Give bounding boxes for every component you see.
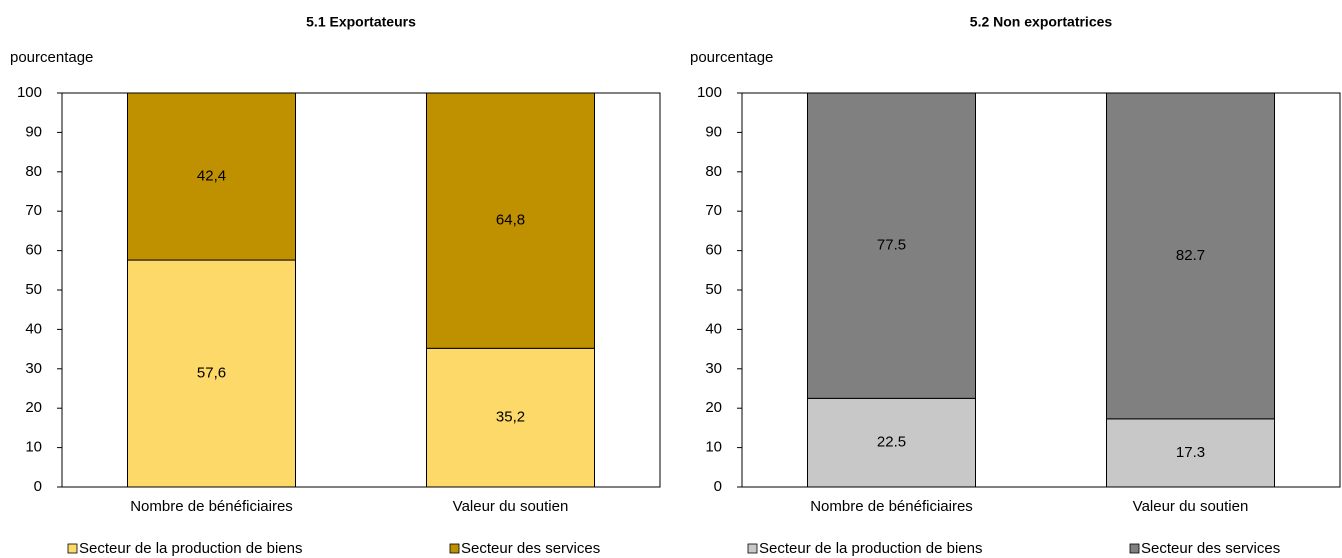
chart-title: 5.2 Non exportatrices [970,14,1113,30]
data-label: 35,2 [496,409,525,426]
data-label: 17.3 [1176,444,1205,461]
y-tick-label: 70 [25,202,42,219]
y-tick-label: 70 [705,202,722,219]
y-axis-label: pourcentage [690,49,773,66]
y-tick-label: 20 [705,399,722,416]
y-tick-label: 90 [25,123,42,140]
y-tick-label: 100 [17,84,42,101]
bar [426,347,595,488]
data-label: 42,4 [197,167,226,184]
legend-swatch [747,543,758,554]
data-label: 77.5 [877,237,906,254]
y-tick-label: 40 [25,320,42,337]
y-tick-label: 60 [25,242,42,259]
legend-swatch [449,543,460,554]
data-label: 22.5 [877,434,906,451]
bar [426,92,595,349]
bar [1106,92,1275,420]
y-tick-label: 0 [714,478,722,495]
y-tick-label: 50 [705,281,722,298]
chart-title: 5.1 Exportateurs [306,14,416,30]
legend-swatch [67,543,78,554]
y-tick-label: 40 [705,320,722,337]
bar [127,259,296,488]
y-tick-label: 80 [25,163,42,180]
legend-label: Secteur des services [461,540,600,557]
y-tick-label: 60 [705,242,722,259]
y-axis-label: pourcentage [10,49,93,66]
y-tick-label: 20 [25,399,42,416]
bar [807,92,976,399]
legend-swatch [1129,543,1140,554]
legend-label: Secteur de la production de biens [79,540,302,557]
y-tick-label: 10 [25,439,42,456]
plot-frame [741,92,1341,488]
y-tick-label: 30 [705,360,722,377]
x-tick-label: Nombre de bénéficiaires [810,498,973,515]
data-label: 57,6 [197,364,226,381]
legend-label: Secteur des services [1141,540,1280,557]
y-tick-label: 0 [34,478,42,495]
y-tick-label: 100 [697,84,722,101]
x-tick-label: Valeur du soutien [453,498,569,515]
y-tick-label: 90 [705,123,722,140]
y-tick-label: 80 [705,163,722,180]
bar [1106,418,1275,488]
x-tick-label: Valeur du soutien [1133,498,1249,515]
x-tick-label: Nombre de bénéficiaires [130,498,293,515]
data-label: 64,8 [496,212,525,229]
y-tick-label: 10 [705,439,722,456]
bar [127,92,296,261]
data-label: 82.7 [1176,247,1205,264]
legend-label: Secteur de la production de biens [759,540,982,557]
y-tick-label: 30 [25,360,42,377]
plot-frame [61,92,661,488]
y-tick-label: 50 [25,281,42,298]
